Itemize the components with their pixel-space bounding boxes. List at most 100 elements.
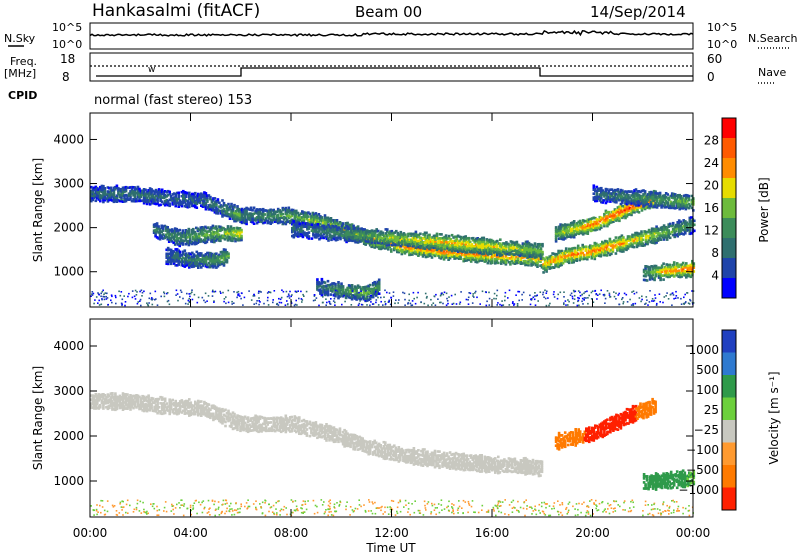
- echo-cell: [171, 252, 174, 255]
- echo-cell: [447, 250, 450, 253]
- echo-cell: [401, 243, 404, 246]
- echo-cell: [331, 230, 335, 234]
- echo-cell: [662, 226, 666, 229]
- echo-cell: [166, 260, 170, 264]
- echo-cell: [566, 223, 570, 227]
- echo-cell: [340, 282, 343, 285]
- echo-cell: [659, 234, 663, 237]
- echo-cell: [558, 262, 562, 265]
- echo-cell: [598, 199, 602, 202]
- echo-cell: [364, 234, 368, 237]
- echo-cell: [670, 196, 674, 199]
- echo-cell: [349, 284, 352, 288]
- echo-cell: [202, 234, 206, 238]
- echo-cell: [667, 223, 670, 226]
- echo-cell: [479, 243, 482, 247]
- echo-cell: [319, 219, 322, 222]
- echo-cell: [633, 191, 636, 194]
- echo-cell: [221, 215, 224, 218]
- echo-cell: [616, 210, 620, 213]
- echo-cell: [96, 192, 99, 196]
- echo-cell: [607, 247, 610, 251]
- echo-cell: [664, 192, 668, 195]
- echo-cell: [598, 244, 601, 248]
- echo-cell: [524, 240, 528, 244]
- echo-cell: [337, 286, 340, 290]
- echo-cell: [625, 198, 629, 202]
- echo-cell: [357, 235, 360, 239]
- echo-cell: [93, 192, 96, 196]
- echo-cell: [583, 219, 587, 223]
- echo-cell: [254, 219, 257, 222]
- echo-cell: [598, 187, 602, 190]
- echo-cell: [213, 226, 216, 230]
- echo-cell: [585, 229, 588, 233]
- echo-cell: [328, 229, 332, 232]
- echo-cell: [328, 286, 331, 289]
- echo-cell: [440, 247, 443, 250]
- echo-cell: [385, 246, 389, 250]
- echo-cell: [323, 291, 327, 294]
- echo-cell: [215, 260, 218, 263]
- echo-cell: [408, 247, 411, 251]
- echo-cell: [234, 233, 237, 237]
- echo-cell: [166, 254, 170, 258]
- echo-cell: [676, 226, 679, 230]
- echo-cell: [319, 215, 322, 218]
- echo-cell: [228, 237, 231, 241]
- echo-cell: [93, 196, 96, 200]
- echo-cell: [150, 198, 153, 201]
- echo-cell: [182, 201, 185, 205]
- echo-cell: [640, 240, 643, 243]
- echo-cell: [398, 241, 401, 244]
- echo-cell: [414, 246, 418, 250]
- echo-cell: [345, 224, 348, 228]
- echo-cell: [106, 194, 110, 197]
- echo-cell: [473, 247, 476, 250]
- echo-cell: [297, 225, 300, 228]
- echo-cell: [556, 230, 559, 234]
- echo-cell: [218, 253, 221, 257]
- echo-cell: [286, 214, 289, 218]
- echo-cell: [503, 244, 507, 247]
- echo-cell: [167, 238, 171, 242]
- echo-cell: [185, 258, 188, 261]
- echo-cell: [175, 235, 178, 239]
- echo-cell: [383, 234, 386, 238]
- echo-cell: [240, 230, 243, 234]
- echo-cell: [399, 232, 403, 236]
- echo-cell: [373, 239, 377, 243]
- echo-cell: [461, 236, 464, 240]
- echo-cell: [589, 246, 592, 249]
- echo-cell: [213, 252, 217, 256]
- echo-cell: [102, 192, 105, 196]
- echo-cell: [428, 235, 431, 239]
- echo-cell: [613, 196, 617, 200]
- echo-cell: [269, 214, 272, 217]
- echo-cell: [530, 243, 534, 247]
- echo-cell: [378, 231, 381, 235]
- echo-cell: [187, 235, 191, 239]
- echo-cell: [678, 203, 681, 207]
- echo-cell: [295, 222, 299, 226]
- echo-cell: [660, 200, 663, 203]
- echo-cell: [202, 228, 206, 232]
- echo-cell: [269, 212, 272, 216]
- echo-cell: [325, 286, 328, 290]
- echo-cell: [441, 251, 444, 255]
- echo-cell: [638, 240, 642, 244]
- echo-cell: [488, 240, 492, 244]
- echo-cell: [657, 266, 661, 269]
- echo-cell: [520, 247, 523, 251]
- echo-cell: [517, 245, 520, 249]
- echo-cell: [224, 248, 227, 252]
- echo-cell: [681, 199, 684, 202]
- echo-cell: [115, 198, 119, 201]
- echo-cell: [463, 257, 467, 260]
- echo-cell: [223, 238, 227, 241]
- echo-cell: [414, 242, 418, 246]
- echo-cell: [300, 230, 303, 234]
- echo-cell: [325, 220, 328, 224]
- echo-cell: [411, 253, 414, 256]
